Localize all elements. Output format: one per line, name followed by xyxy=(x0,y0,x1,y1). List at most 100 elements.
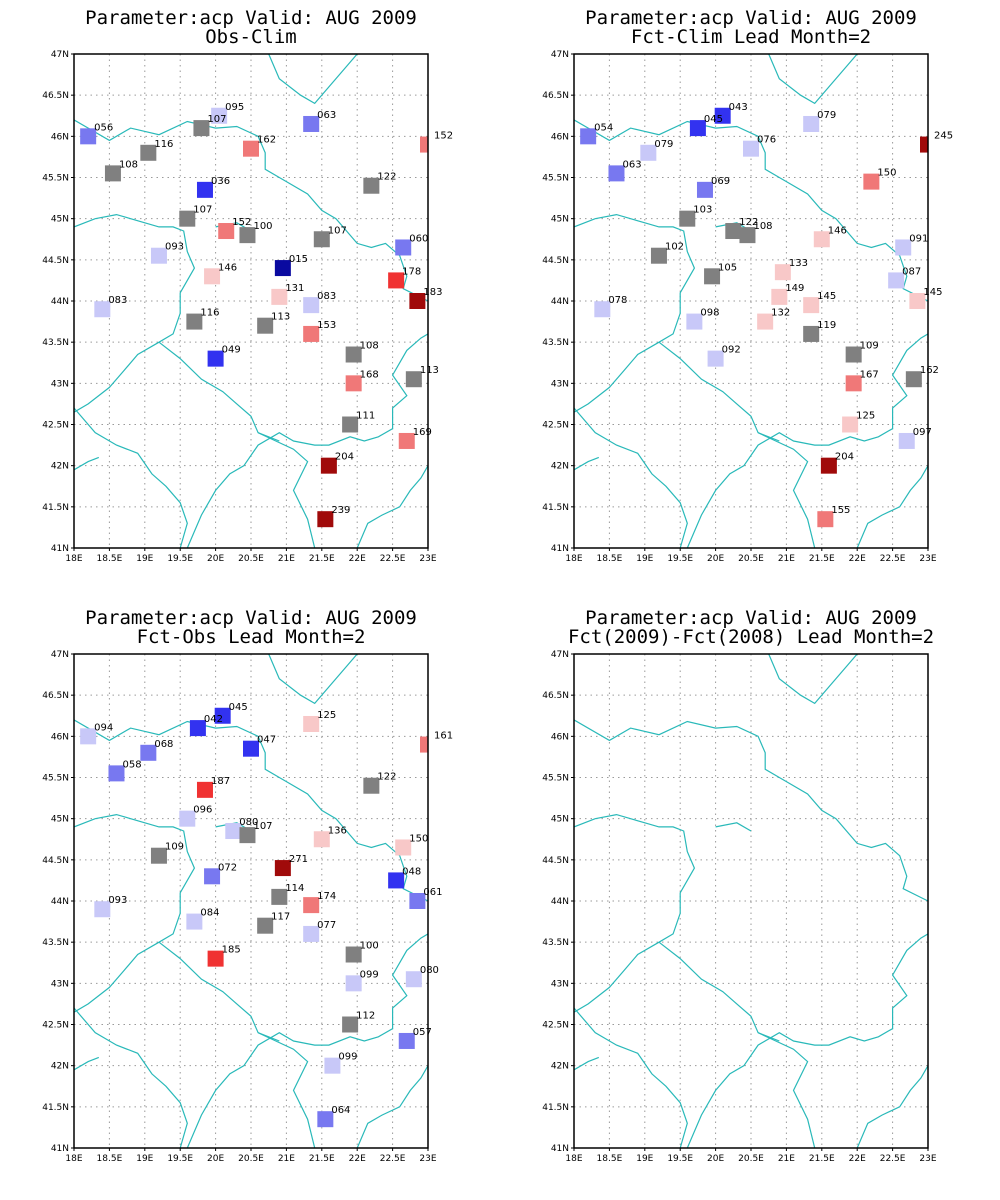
station-label: 168 xyxy=(360,369,379,380)
tick-label-lat: 41.5N xyxy=(542,503,569,513)
tick-label-lat: 44.5N xyxy=(542,256,569,266)
station-label: 116 xyxy=(200,308,219,319)
station-marker xyxy=(863,173,880,190)
station-marker xyxy=(409,293,426,309)
station-marker xyxy=(845,375,862,392)
tick-label-lat: 46.5N xyxy=(42,91,69,101)
tick-label-lat: 43.5N xyxy=(42,938,69,948)
station-label: 185 xyxy=(222,945,241,956)
station-label: 113 xyxy=(420,365,439,376)
panel-title: Parameter:acp Valid: AUG 2009 xyxy=(585,7,917,29)
station-label: 187 xyxy=(211,776,230,787)
station-marker xyxy=(398,1032,415,1049)
station-label: 131 xyxy=(285,283,304,294)
station-label: 161 xyxy=(434,731,453,742)
station-marker xyxy=(363,177,380,194)
station-label: 083 xyxy=(108,295,127,306)
station-label: 093 xyxy=(165,242,184,253)
tick-label-lon: 20.5E xyxy=(238,554,264,564)
coastline xyxy=(74,1056,100,1071)
coastline xyxy=(574,456,600,471)
tick-label-lat: 41N xyxy=(551,544,569,554)
station-label: 150 xyxy=(877,168,896,179)
station-marker xyxy=(909,293,926,309)
station-label: 136 xyxy=(328,825,347,836)
station-marker xyxy=(104,165,121,182)
tick-label-lon: 21.5E xyxy=(809,1154,835,1164)
coastline xyxy=(74,719,428,902)
station-label: 183 xyxy=(423,287,442,298)
station-label: 060 xyxy=(409,233,428,244)
station-marker xyxy=(150,247,167,264)
station-marker xyxy=(320,457,337,474)
station-label: 109 xyxy=(860,341,879,352)
station-label: 092 xyxy=(722,345,741,356)
station-marker xyxy=(345,975,362,992)
tick-label-lat: 42.5N xyxy=(42,421,69,431)
station-marker xyxy=(271,888,288,905)
station-label: 122 xyxy=(377,772,396,783)
station-label: 076 xyxy=(757,135,776,146)
tick-label-lon: 20E xyxy=(707,1154,724,1164)
station-label: 099 xyxy=(338,1052,357,1063)
station-marker xyxy=(94,301,111,318)
station-label: 096 xyxy=(193,805,212,816)
tick-label-lon: 19.5E xyxy=(167,554,193,564)
station-label: 167 xyxy=(860,369,879,380)
station-marker xyxy=(714,107,731,124)
coastline xyxy=(686,933,928,1148)
coastline xyxy=(74,213,196,413)
station-marker xyxy=(820,457,837,474)
coastline xyxy=(74,456,100,471)
station-marker xyxy=(345,346,362,363)
station-label: 068 xyxy=(154,739,173,750)
station-marker xyxy=(317,511,334,528)
tick-label-lon: 18.5E xyxy=(597,554,623,564)
coastline xyxy=(768,654,858,705)
station-marker xyxy=(207,350,224,367)
station-marker xyxy=(813,231,830,248)
station-label: 098 xyxy=(700,308,719,319)
tick-label-lat: 42N xyxy=(551,462,569,472)
station-label: 152 xyxy=(434,131,453,142)
coastline xyxy=(74,813,196,1013)
station-label: 100 xyxy=(253,221,272,232)
coastline xyxy=(574,1056,600,1071)
station-marker xyxy=(640,144,657,161)
station-label: 108 xyxy=(753,221,772,232)
station-marker xyxy=(704,268,721,285)
coastline xyxy=(74,407,188,548)
station-label: 078 xyxy=(608,295,627,306)
coastline xyxy=(574,719,928,902)
coastline xyxy=(268,54,358,105)
station-label: 114 xyxy=(285,883,304,894)
station-label: 094 xyxy=(94,722,113,733)
station-marker xyxy=(395,239,412,256)
station-marker xyxy=(696,181,713,198)
station-label: 072 xyxy=(218,862,237,873)
panel-subtitle: Fct-Obs Lead Month=2 xyxy=(137,626,366,648)
station-marker xyxy=(803,325,820,342)
station-marker xyxy=(689,120,706,137)
tick-label-lon: 23E xyxy=(919,1154,936,1164)
station-marker xyxy=(679,210,696,227)
station-label: 100 xyxy=(360,941,379,952)
tick-label-lon: 20E xyxy=(207,554,224,564)
tick-label-lat: 45N xyxy=(551,815,569,825)
tick-label-lat: 42.5N xyxy=(542,421,569,431)
station-marker xyxy=(204,868,221,885)
tick-label-lon: 18.5E xyxy=(97,554,123,564)
station-label: 146 xyxy=(218,262,237,273)
coastline xyxy=(574,407,688,548)
panel-subtitle: Fct-Clim Lead Month=2 xyxy=(631,26,871,48)
tick-label-lat: 45N xyxy=(51,815,69,825)
panel-title: Parameter:acp Valid: AUG 2009 xyxy=(585,607,917,629)
tick-label-lat: 44.5N xyxy=(42,256,69,266)
station-marker xyxy=(225,823,242,840)
station-marker xyxy=(243,740,259,757)
tick-label-lon: 20E xyxy=(207,1154,224,1164)
tick-label-lat: 43N xyxy=(51,379,69,389)
station-marker xyxy=(342,1016,359,1033)
